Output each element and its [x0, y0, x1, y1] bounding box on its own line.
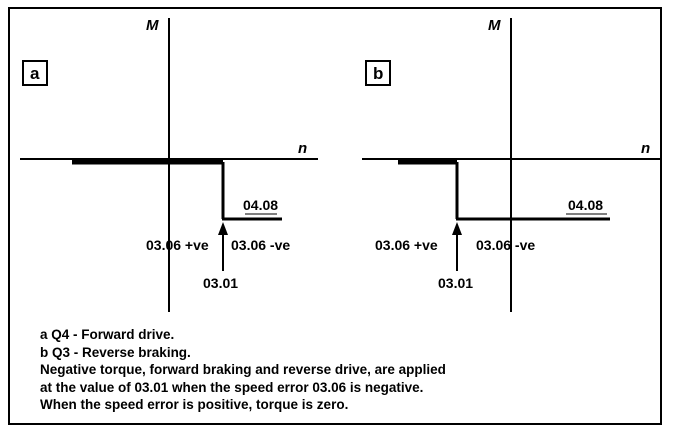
panel-b-arrow-head	[452, 222, 462, 235]
panel-b-y-axis-label: M	[488, 17, 501, 34]
panel-a-arrow-head	[218, 222, 228, 235]
panel-a: a M n 04.08 03.06 +ve 03.06 -ve 03.01	[20, 17, 318, 312]
panel-a-arrow-label: 03.01	[203, 275, 238, 291]
caption-line-3: Negative torque, forward braking and rev…	[40, 362, 446, 377]
panel-a-level-label: 04.08	[243, 197, 278, 213]
panel-a-positive-error-label: 03.06 +ve	[146, 237, 209, 253]
panel-b: b M n 04.08 03.06 +ve 03.06 -ve 03.01	[362, 17, 660, 312]
panel-b-label: b	[373, 64, 383, 83]
caption-line-a: a Q4 - Forward drive.	[40, 327, 175, 342]
diagram-frame	[8, 7, 662, 425]
panel-a-label: a	[30, 64, 40, 83]
panel-a-x-axis-label: n	[298, 140, 307, 157]
panel-a-negative-error-label: 03.06 -ve	[231, 237, 290, 253]
caption-line-5: When the speed error is positive, torque…	[40, 397, 349, 412]
caption-line-b: b Q3 - Reverse braking.	[40, 344, 191, 360]
panel-a-y-axis-label: M	[146, 17, 159, 34]
panel-a-label-box	[22, 60, 48, 86]
panel-b-negative-error-label: 03.06 -ve	[476, 237, 535, 253]
panel-b-arrow-label: 03.01	[438, 275, 473, 291]
panel-b-level-label: 04.08	[568, 197, 603, 213]
caption-line-4: at the value of 03.01 when the speed err…	[40, 379, 424, 395]
panel-b-label-box	[365, 60, 391, 86]
panel-b-positive-error-label: 03.06 +ve	[375, 237, 438, 253]
panel-b-x-axis-label: n	[641, 140, 650, 157]
diagram-caption: a Q4 - Forward drive. b Q3 - Reverse bra…	[40, 326, 640, 414]
